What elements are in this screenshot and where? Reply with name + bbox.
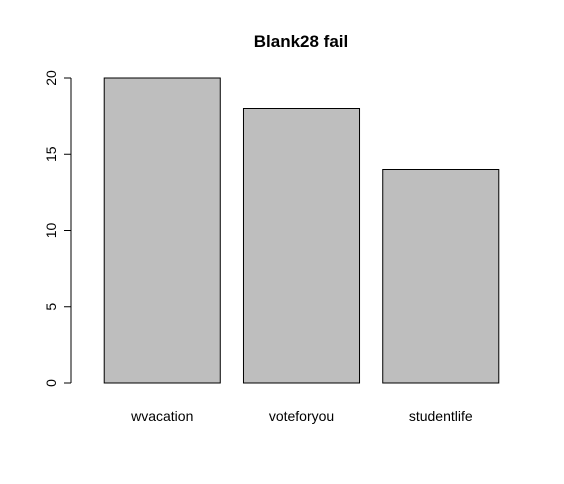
- bar: [104, 78, 220, 383]
- x-category-label: studentlife: [409, 408, 473, 424]
- y-tick-label: 0: [43, 379, 59, 387]
- bars-group: [104, 78, 499, 383]
- x-category-label: wvacation: [130, 408, 193, 424]
- y-axis: 0 5 10 15 20: [43, 70, 71, 387]
- x-axis-labels: wvacation voteforyou studentlife: [130, 408, 473, 424]
- x-category-label: voteforyou: [269, 408, 334, 424]
- bar: [383, 170, 499, 384]
- y-tick-label: 15: [43, 146, 59, 162]
- bar: [243, 109, 359, 384]
- y-tick-label: 20: [43, 70, 59, 86]
- y-tick-label: 10: [43, 223, 59, 239]
- y-tick-label: 5: [43, 303, 59, 311]
- chart-title: Blank28 fail: [254, 32, 349, 51]
